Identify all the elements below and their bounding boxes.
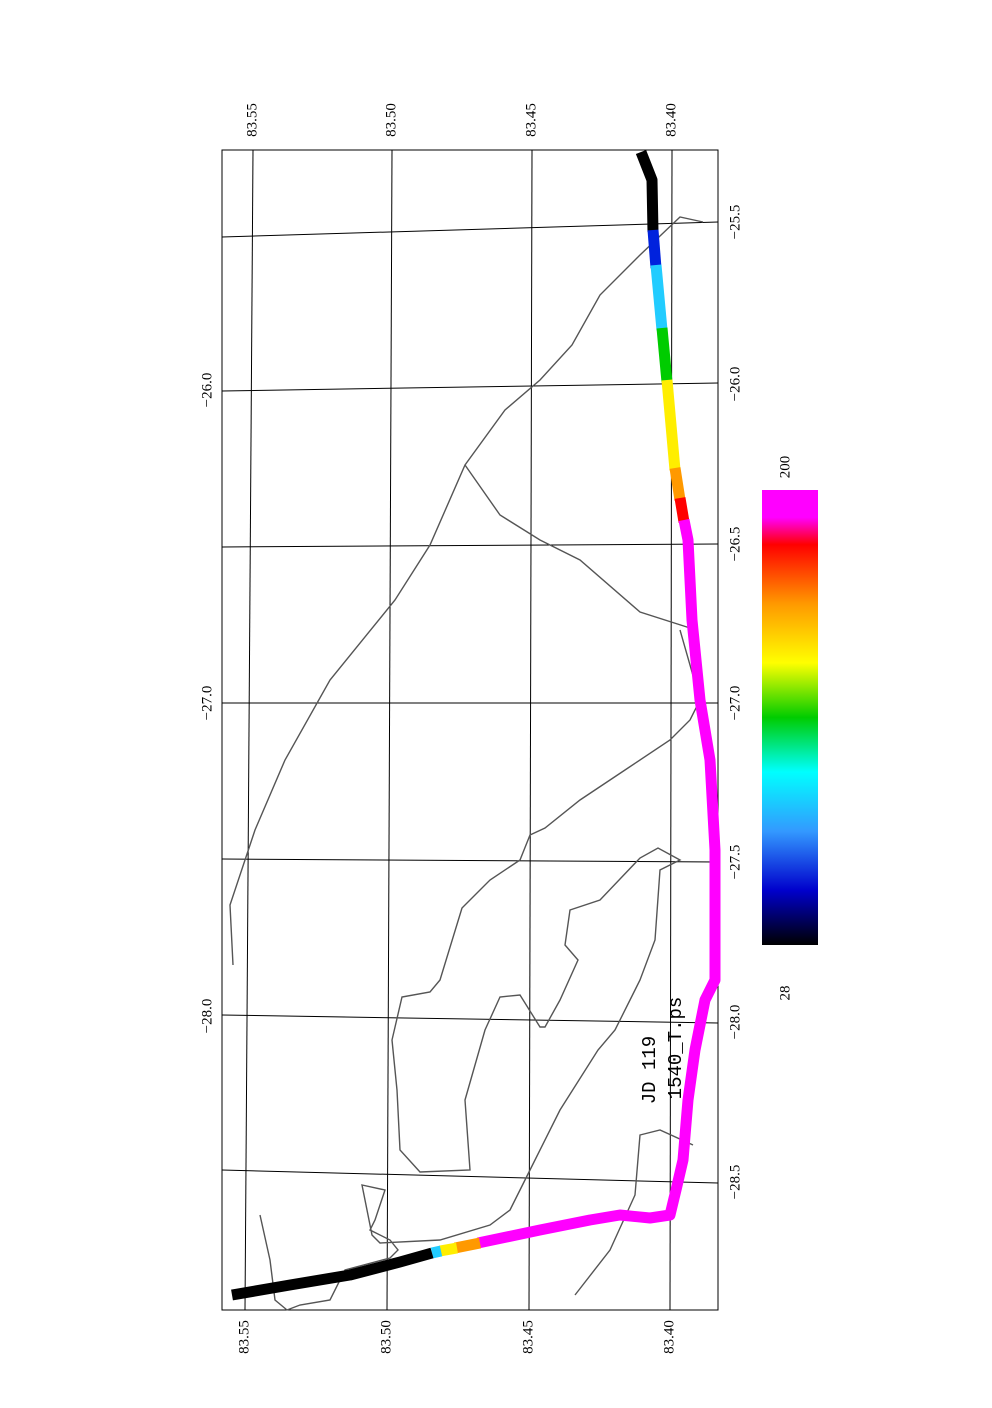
annotation: JD 119 <box>639 1036 661 1104</box>
lat-label: 83.45 <box>520 1320 536 1354</box>
lat-label: 83.55 <box>244 103 260 137</box>
lon-label: −27.0 <box>727 686 743 721</box>
colorbar-label: 28 <box>777 986 793 1001</box>
lat-label: 83.45 <box>523 103 539 137</box>
lon-label: −28.5 <box>727 1165 743 1200</box>
lon-label: −25.5 <box>727 205 743 240</box>
lat-label: 83.55 <box>236 1320 252 1354</box>
ship-track <box>231 149 721 1301</box>
lat-label: 83.40 <box>661 1320 677 1354</box>
lat-label: 83.40 <box>663 103 679 137</box>
annotation: 1540_T.ps <box>665 997 687 1100</box>
lon-label: −27.5 <box>727 845 743 880</box>
lon-label: −26.0 <box>727 367 743 402</box>
lat-label: 83.50 <box>378 1320 394 1354</box>
frame <box>221 149 719 1311</box>
lon-label: −26.0 <box>199 373 215 408</box>
graticule <box>221 149 719 1311</box>
coastline <box>229 216 704 1311</box>
lon-label: −27.0 <box>199 686 215 721</box>
lat-label: 83.50 <box>383 103 399 137</box>
lon-label: −28.0 <box>199 999 215 1034</box>
colorbar-label: 200 <box>777 456 793 479</box>
colorbar <box>762 490 818 945</box>
lon-label: −28.0 <box>727 1005 743 1040</box>
lon-label: −26.5 <box>727 527 743 562</box>
